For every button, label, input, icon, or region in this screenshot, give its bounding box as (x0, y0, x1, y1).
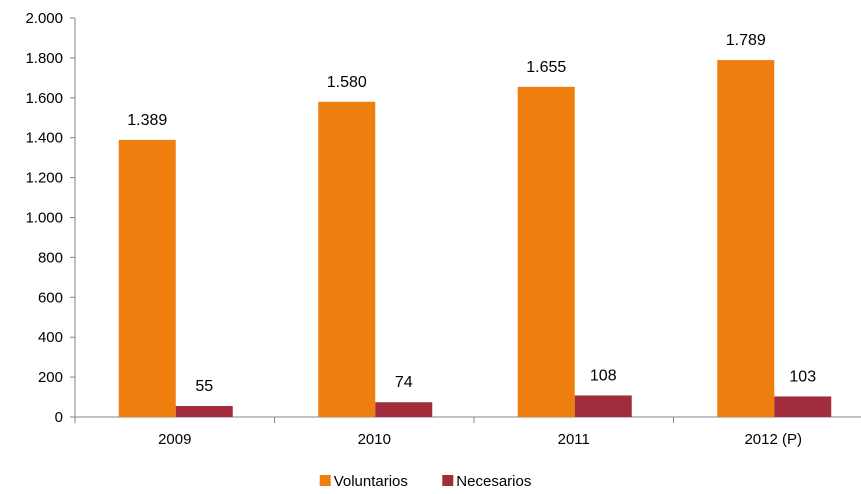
legend-swatch (319, 475, 331, 486)
legend-swatch (442, 475, 454, 486)
legend-label: Necesarios (456, 473, 531, 490)
data-label: 1.655 (526, 59, 566, 76)
y-tick-label: 600 (38, 289, 63, 306)
bar (175, 406, 233, 417)
y-tick-label: 1.200 (25, 170, 63, 187)
legend-label: Voluntarios (334, 473, 408, 490)
data-label: 55 (195, 378, 213, 395)
bar (318, 101, 376, 417)
bar (717, 60, 775, 417)
y-tick-label: 1.400 (25, 130, 63, 147)
data-label: 103 (789, 368, 816, 385)
data-labels: 1.389 55 1.580 74 1.655 108 1.789 103 (127, 32, 816, 395)
bar (118, 139, 176, 417)
bar (774, 396, 832, 417)
data-label: 1.789 (726, 32, 766, 49)
y-tick-label: 2.000 (25, 10, 63, 27)
x-category-label: 2010 (358, 431, 391, 448)
bars (118, 60, 832, 417)
legend: Voluntarios Necesarios (319, 473, 531, 490)
data-label: 108 (590, 367, 617, 384)
data-label: 1.580 (327, 74, 367, 91)
y-tick-label: 0 (55, 409, 63, 426)
x-axis-category-labels: 2009 2010 2011 2012 (P) (158, 431, 802, 448)
bar (517, 86, 575, 417)
bar (574, 395, 632, 417)
y-tick-label: 800 (38, 249, 63, 266)
data-label: 1.389 (127, 112, 167, 129)
x-category-label: 2009 (158, 431, 191, 448)
y-axis-tick-labels: 0 200 400 600 800 1.000 1.200 1.400 1.600 1.800 2.… (25, 10, 63, 426)
y-tick-label: 1.000 (25, 210, 63, 227)
y-tick-label: 200 (38, 369, 63, 386)
y-tick-label: 1.600 (25, 90, 63, 107)
bar (375, 402, 433, 417)
data-label: 74 (395, 374, 413, 391)
x-category-label: 2011 (558, 431, 590, 448)
x-category-label: 2012 (P) (744, 431, 802, 448)
y-tick-label: 400 (38, 329, 63, 346)
y-tick-label: 1.800 (25, 50, 63, 67)
